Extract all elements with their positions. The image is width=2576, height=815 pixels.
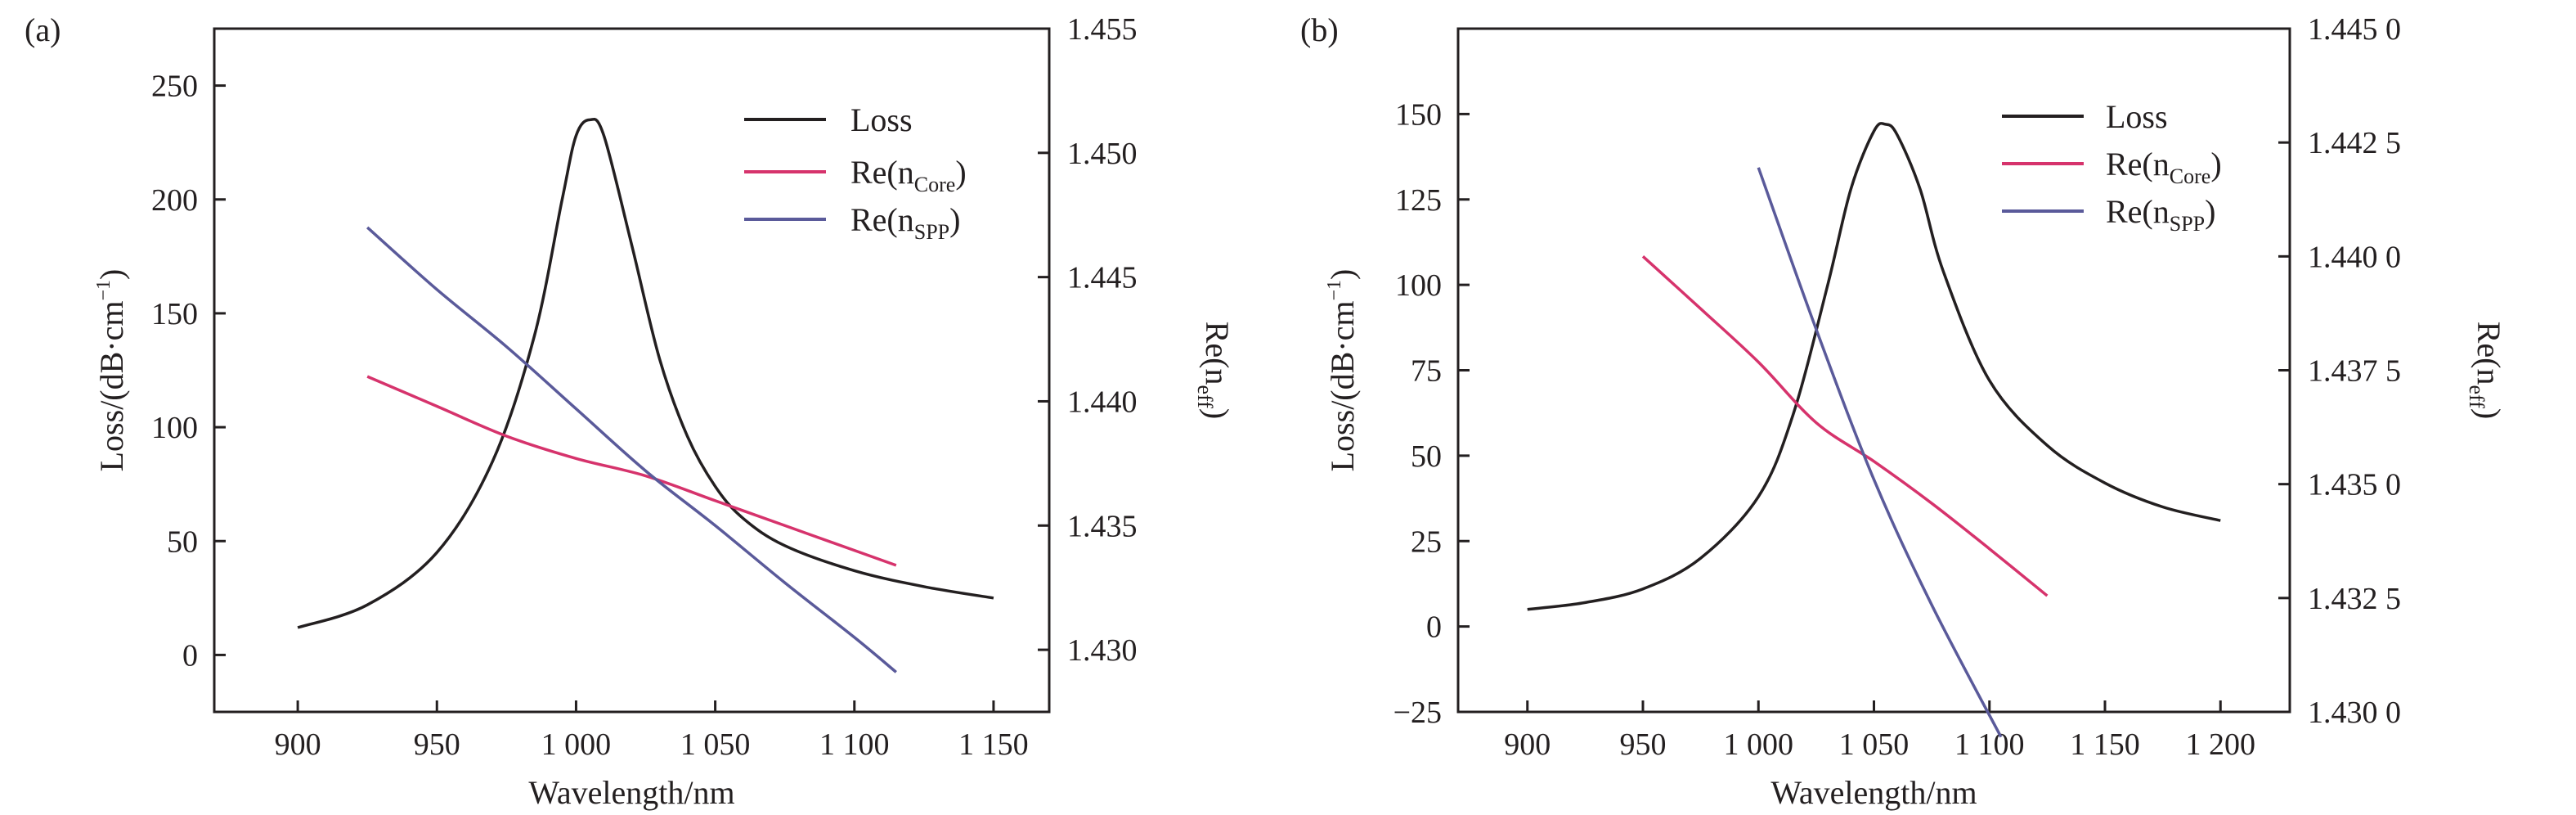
y-left-tick-label: 25 — [1411, 525, 1442, 559]
y-left-tick-label: 250 — [151, 70, 198, 104]
y-left-tick-label: 0 — [1426, 610, 1442, 645]
series-line-re-ncore — [366, 375, 897, 567]
x-tick-label: 1 000 — [541, 727, 612, 762]
plot-frame — [213, 27, 1051, 714]
x-tick-label: 1 100 — [819, 727, 890, 762]
x-tick-label: 1 100 — [1954, 727, 2025, 762]
y-right-tick-label: 1.435 — [1067, 509, 1138, 543]
y-left-axis-label: Loss/(dB·cm−1) — [93, 269, 130, 472]
y-right-tick-label: 1.442 5 — [2308, 126, 2401, 160]
x-tick-label: 1 050 — [680, 727, 751, 762]
y-left-tick-label: 125 — [1395, 183, 1442, 218]
legend-label-loss: Loss — [850, 101, 913, 138]
y-right-axis-label: Re(neff) — [1193, 322, 1236, 419]
y-right-tick-label: 1.440 0 — [2308, 240, 2401, 274]
series-line-loss — [1527, 122, 2221, 611]
chart-panel-b: (b) 900 950 1 000 1 050 1 100 1 150 1 200 −25 0 25… — [1300, 11, 2507, 811]
y-left-tick-label: 150 — [1395, 97, 1442, 132]
series-line-loss — [297, 118, 994, 629]
y-left-tick-label: 150 — [151, 297, 198, 331]
chart-panel-a: (a) 900 950 1 000 1 050 1 100 1 150 0 50 100 150 20… — [25, 11, 1236, 811]
y-left-tick-label: 75 — [1411, 354, 1442, 389]
series-line-re-ncore — [1641, 255, 2049, 597]
panel-label: (b) — [1300, 11, 1339, 48]
x-tick-label: 900 — [1504, 727, 1551, 762]
x-tick-label: 950 — [414, 727, 460, 762]
legend-label-re-ncore: Re(nCore) — [850, 154, 967, 196]
y-left-tick-label: 0 — [182, 638, 198, 673]
y-left-tick-label: 200 — [151, 183, 198, 218]
y-right-tick-label: 1.435 0 — [2308, 468, 2401, 502]
y-right-tick-label: 1.437 5 — [2308, 354, 2401, 389]
y-left-tick-label: −25 — [1393, 696, 1442, 730]
legend-label-re-ncore: Re(nCore) — [2106, 146, 2222, 188]
x-axis-label: Wavelength/nm — [1770, 774, 1977, 811]
y-right-tick-label: 1.440 — [1067, 385, 1138, 419]
x-tick-label: 900 — [275, 727, 321, 762]
y-left-tick-label: 100 — [151, 411, 198, 445]
x-tick-label: 1 200 — [2186, 727, 2256, 762]
y-left-tick-label: 50 — [167, 525, 198, 559]
y-right-axis-label: Re(neff) — [2465, 322, 2507, 419]
series-line-re-nspp — [1757, 167, 2003, 738]
x-tick-label: 950 — [1620, 727, 1667, 762]
y-left-tick-label: 100 — [1395, 268, 1442, 303]
series-line-re-nspp — [366, 226, 897, 673]
y-right-tick-label: 1.445 0 — [2308, 12, 2401, 47]
y-right-tick-label: 1.432 5 — [2308, 582, 2401, 616]
x-tick-label: 1 150 — [2070, 727, 2140, 762]
x-tick-label: 1 150 — [958, 727, 1029, 762]
y-right-tick-label: 1.450 — [1067, 137, 1138, 171]
y-right-tick-label: 1.430 0 — [2308, 696, 2401, 730]
x-tick-label: 1 050 — [1839, 727, 1910, 762]
y-right-tick-label: 1.445 — [1067, 261, 1138, 295]
legend-label-re-nspp: Re(nSPP) — [850, 201, 960, 244]
panel-label: (a) — [25, 11, 61, 48]
legend-label-re-nspp: Re(nSPP) — [2106, 193, 2215, 236]
y-left-axis-label: Loss/(dB·cm−1) — [1324, 269, 1361, 472]
y-left-tick-label: 50 — [1411, 439, 1442, 474]
x-axis-label: Wavelength/nm — [528, 774, 734, 811]
legend-label-loss: Loss — [2106, 98, 2168, 135]
y-right-tick-label: 1.455 — [1067, 12, 1138, 47]
x-tick-label: 1 000 — [1724, 727, 1794, 762]
y-right-tick-label: 1.430 — [1067, 633, 1138, 668]
